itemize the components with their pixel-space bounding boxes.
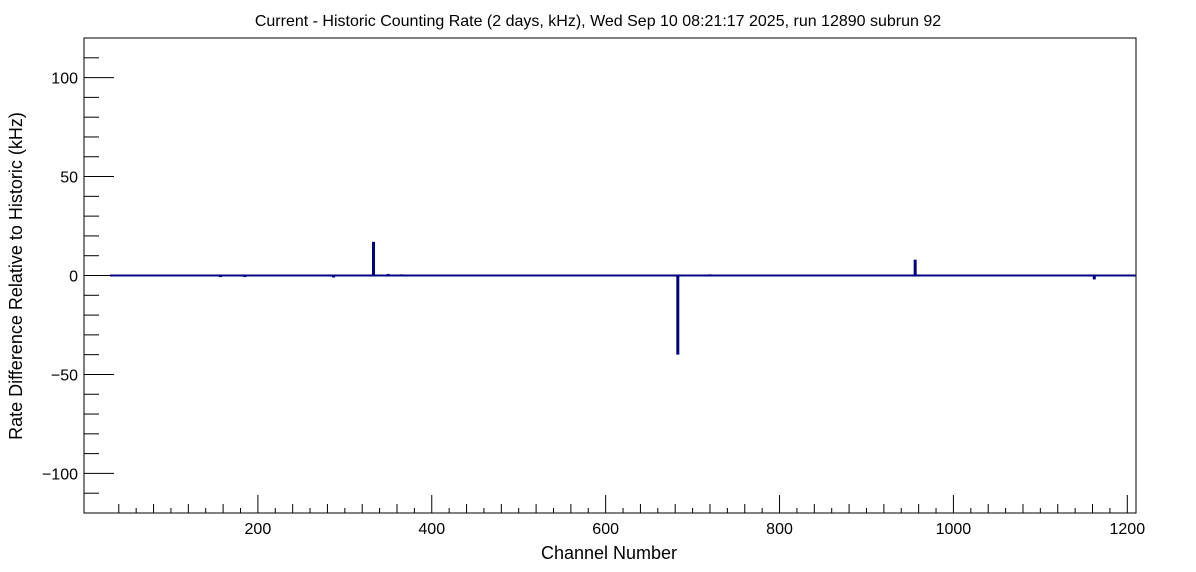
x-tick-label: 800 [766, 521, 793, 538]
x-tick-label: 1000 [936, 521, 972, 538]
y-axis-label: Rate Difference Relative to Historic (kH… [6, 112, 26, 440]
y-tick-label: −100 [42, 466, 78, 483]
y-tick-label: −50 [51, 367, 78, 384]
x-tick-label: 1200 [1110, 521, 1146, 538]
x-tick-label: 200 [245, 521, 272, 538]
plot-frame [83, 37, 1137, 514]
x-tick-label: 600 [592, 521, 619, 538]
x-axis-label: Channel Number [541, 543, 677, 563]
y-tick-label: 100 [51, 71, 78, 88]
y-tick-label: 0 [69, 269, 78, 286]
axis-ticks [84, 57, 1128, 513]
y-tick-label: 50 [60, 170, 78, 187]
tick-labels: 200 400 600 800 1000 1200 −100 −50 0 50 100 [42, 71, 1145, 538]
chart-title: Current - Historic Counting Rate (2 days… [255, 13, 941, 30]
x-tick-label: 400 [418, 521, 445, 538]
